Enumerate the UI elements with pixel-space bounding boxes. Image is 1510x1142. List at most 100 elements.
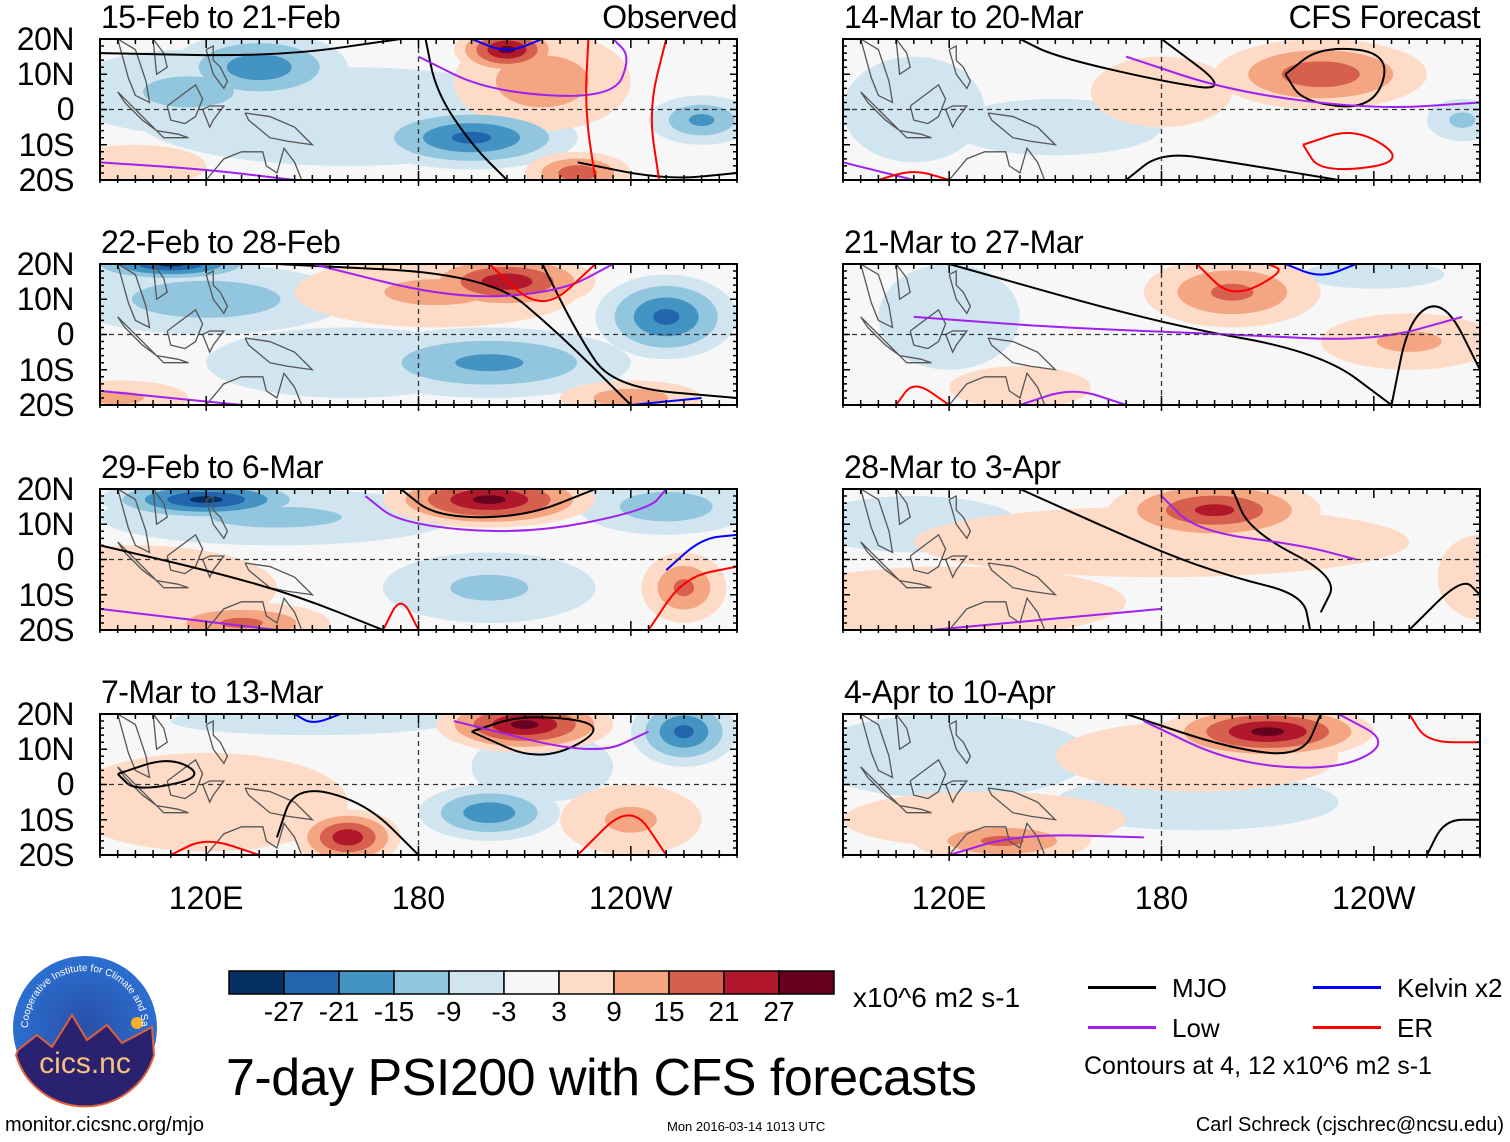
lat-label: 20N <box>16 246 75 282</box>
coastline <box>203 821 303 855</box>
coastline <box>203 146 303 180</box>
axis-ticks <box>842 488 1481 636</box>
mjo-contour <box>1019 39 1216 89</box>
mjo-contour <box>948 264 1393 405</box>
coastline <box>909 533 947 575</box>
lat-label: 20S <box>18 386 75 423</box>
map-panel <box>842 263 1481 411</box>
lon-label: 180 <box>1134 880 1189 916</box>
coastline <box>203 371 303 405</box>
coastline <box>899 580 932 589</box>
lat-label: 0 <box>56 541 75 578</box>
coastline <box>244 112 315 146</box>
lat-label: 0 <box>56 766 75 803</box>
coastline <box>205 45 229 90</box>
psi-anomaly-shading <box>100 752 348 852</box>
er-contour <box>382 602 420 630</box>
coastline <box>166 83 204 125</box>
legend-label: MJO <box>1172 973 1227 1003</box>
lon-label: 120W <box>589 880 673 916</box>
er-contour <box>650 39 668 180</box>
coastline <box>899 805 932 814</box>
map-panel <box>99 263 738 411</box>
lat-label: 20N <box>16 471 75 507</box>
map-panel <box>842 488 1481 636</box>
lon-label: 180 <box>391 880 446 916</box>
er-contour <box>1196 264 1280 293</box>
psi-anomaly-shading <box>100 144 207 180</box>
coastline <box>156 355 189 364</box>
coastline <box>156 130 189 139</box>
footer-url: monitor.cicsnc.org/mjo <box>5 1114 204 1136</box>
coastline <box>945 555 969 579</box>
coastline <box>860 91 901 132</box>
psi-anomaly-shading <box>653 309 680 325</box>
lat-label: 20S <box>18 161 75 198</box>
colorbar-swatch <box>613 970 670 995</box>
coastline <box>860 316 901 357</box>
svg-text:cics.nc: cics.nc <box>39 1047 131 1080</box>
legend-line-kelvin <box>1313 986 1381 989</box>
low-contour <box>364 489 667 533</box>
coastline <box>117 264 151 329</box>
colorbar-label: 15 <box>653 996 685 1027</box>
coastline <box>945 780 969 804</box>
lat-label: 10N <box>16 731 75 768</box>
colorbar-units: x10^6 m2 s-1 <box>853 982 1021 1013</box>
panel-title: 28-Mar to 3-Apr <box>844 449 1061 485</box>
coastline <box>946 146 1046 180</box>
coastline <box>244 337 315 371</box>
figure-title: 7-day PSI200 with CFS forecasts <box>226 1049 977 1107</box>
colorbar-label: 3 <box>551 996 567 1027</box>
psi-anomaly-shading <box>843 714 1091 799</box>
er-contour <box>577 814 668 855</box>
psi-anomaly-shading <box>878 264 1020 370</box>
low-contour <box>1125 55 1480 108</box>
colorbar-swatch <box>723 970 780 995</box>
mjo-contour <box>1390 305 1480 405</box>
mjo-contour <box>577 161 737 179</box>
mjo-contour <box>1426 818 1480 855</box>
lat-label: 10S <box>18 351 75 388</box>
coastline <box>166 758 204 800</box>
lat-label: 10N <box>16 56 75 93</box>
psi-anomaly-shading <box>455 354 524 372</box>
coastline <box>202 105 226 129</box>
psi-anomaly-shading <box>1055 773 1339 831</box>
mjo-contour <box>100 544 384 630</box>
coastline <box>117 489 151 554</box>
axis-ticks <box>99 488 738 636</box>
psi-anomaly-shading <box>619 491 713 522</box>
colorbar-label: 21 <box>708 996 740 1027</box>
coastline <box>860 714 894 779</box>
psi-anomaly-shading <box>143 76 234 108</box>
mjo-contour <box>276 264 632 405</box>
coastline <box>948 45 972 90</box>
mjo-contour <box>100 39 401 57</box>
coastline <box>860 39 894 104</box>
psi-anomaly-shading <box>1281 61 1360 88</box>
psi-anomaly-shading <box>1211 283 1254 301</box>
psi-anomaly-shading <box>673 579 695 597</box>
lat-label: 10N <box>16 506 75 543</box>
coastline <box>895 39 911 76</box>
panel-title: 7-Mar to 13-Mar <box>101 674 323 710</box>
contour-note: Contours at 4, 12 x10^6 m2 s-1 <box>1084 1052 1433 1080</box>
coastline <box>202 780 226 804</box>
colorbar-swatch <box>558 970 615 995</box>
mjo-contour <box>471 716 595 756</box>
coastline <box>166 308 204 350</box>
mjo-contour <box>116 760 196 789</box>
coastline <box>948 495 972 540</box>
axis-ticks <box>99 713 738 861</box>
coastline <box>899 130 932 139</box>
coastline <box>909 83 947 125</box>
colorbar-swatch <box>393 970 450 995</box>
coastline <box>899 355 932 364</box>
map-panel <box>99 713 738 861</box>
er-contour <box>585 39 597 180</box>
psi-anomaly-shading <box>674 725 694 739</box>
legend-label: Low <box>1172 1013 1220 1043</box>
legend-line-mjo <box>1088 986 1156 989</box>
psi-anomaly-shading <box>1194 504 1235 517</box>
